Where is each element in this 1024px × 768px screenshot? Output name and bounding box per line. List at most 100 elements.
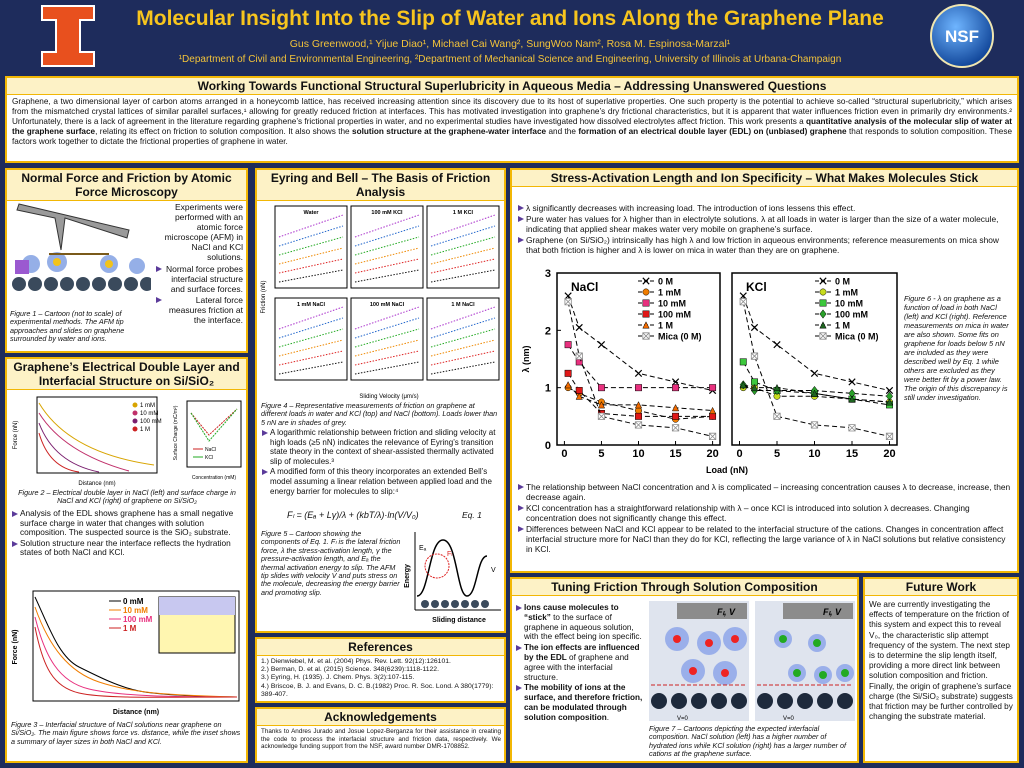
legend-label: KCl bbox=[205, 455, 213, 461]
marker bbox=[635, 384, 642, 392]
figure-art bbox=[354, 269, 420, 283]
text-run: The mobility of ions at the surface, and… bbox=[524, 683, 643, 722]
bullet: Lateral force measures friction at the i… bbox=[155, 295, 243, 325]
legend-label: 1 mM bbox=[140, 403, 155, 409]
figure-art bbox=[38, 422, 100, 473]
series-line bbox=[567, 301, 713, 437]
figure-label: V=0 bbox=[677, 716, 689, 722]
figure-art bbox=[278, 317, 344, 339]
panel-title: Eyring and Bell – The Basis of Friction … bbox=[257, 170, 504, 201]
panel-frame bbox=[350, 205, 424, 289]
graphene bbox=[12, 277, 151, 291]
figure-art bbox=[38, 432, 80, 473]
legend-label: 10 mM bbox=[835, 299, 863, 309]
marker bbox=[575, 352, 583, 360]
acknowledgements-panel: Acknowledgements Thanks to Andres Jurado… bbox=[255, 707, 506, 763]
figure-art bbox=[354, 225, 420, 247]
panel-frame bbox=[274, 205, 348, 289]
panel-label: 100 mM NaCl bbox=[370, 302, 405, 308]
figure-art bbox=[278, 269, 344, 283]
panel-label: 100 mM KCl bbox=[371, 210, 403, 216]
legend-swatch bbox=[642, 299, 650, 307]
reference: 2.) Berman, D. et al. (2015) Science. 34… bbox=[261, 666, 439, 674]
marker bbox=[773, 341, 781, 349]
inset bbox=[159, 597, 235, 615]
panel-title: Graphene’s Electrical Double Layer and I… bbox=[7, 359, 246, 390]
x-tick-label: 20 bbox=[883, 448, 895, 460]
figure-art bbox=[278, 328, 344, 348]
marker bbox=[635, 407, 642, 415]
legend-label: 0 mM bbox=[123, 597, 144, 606]
series-line bbox=[742, 301, 890, 437]
acknowledgements-text: Thanks to Andres Jurado and Josue Lopez-… bbox=[261, 728, 501, 751]
text-run: and the bbox=[546, 127, 579, 136]
references-panel: References 1.) Dienwiebel, M. et al. (20… bbox=[255, 637, 506, 703]
graphene bbox=[421, 600, 489, 608]
bullet: A modified form of this theory incorpora… bbox=[261, 467, 501, 496]
bullet-list: λ significantly decreases with increasin… bbox=[517, 203, 1013, 256]
bullet: A logarithmic relationship between frict… bbox=[261, 428, 501, 466]
figure-caption: Figure 1 – Cartoon (not to scale) of exp… bbox=[10, 309, 125, 344]
bullet-list: A logarithmic relationship between frict… bbox=[261, 428, 501, 497]
figure-art bbox=[430, 306, 496, 330]
marker bbox=[739, 298, 747, 306]
text-run: The ion effects are influenced by the ED… bbox=[524, 643, 640, 662]
panel-title: Stress-Activation Length and Ion Specifi… bbox=[512, 170, 1017, 187]
figure-caption: Figure 3 – Interfacial structure of NaCl… bbox=[11, 720, 241, 746]
panel-label: 1 mM NaCl bbox=[297, 302, 326, 308]
afm-text: Experiments were performed with an atomi… bbox=[164, 202, 243, 262]
figure-1 bbox=[12, 203, 151, 291]
series-line bbox=[567, 384, 713, 412]
tuning-panel: Tuning Friction Through Solution Composi… bbox=[510, 577, 859, 763]
legend-label: Mica (0 M) bbox=[658, 332, 702, 342]
marker bbox=[810, 421, 819, 429]
figure-art bbox=[430, 258, 496, 274]
legend-swatch bbox=[819, 321, 827, 329]
x-tick-label: 0 bbox=[561, 448, 567, 460]
bullet: Graphene (on Si/SiO₂) intrinsically has … bbox=[517, 235, 1013, 255]
figure-art bbox=[430, 317, 496, 339]
y-tick-label: 3 bbox=[545, 268, 551, 280]
legend-label: 1 M bbox=[658, 321, 673, 331]
affiliations: ¹Department of Civil and Environmental E… bbox=[178, 54, 842, 65]
marker bbox=[635, 412, 642, 420]
axis-label: Force (nN) bbox=[13, 421, 19, 450]
figure-art bbox=[278, 306, 344, 330]
axis-label: Sliding distance bbox=[432, 617, 486, 624]
y-tick-label: 0 bbox=[545, 440, 551, 452]
panel-frame bbox=[350, 297, 424, 381]
reference-list: 1.) Dienwiebel, M. et al. (2004) Phys. R… bbox=[261, 658, 501, 699]
marker bbox=[885, 386, 894, 395]
legend-label: 1 mM bbox=[835, 288, 858, 298]
afm-tip bbox=[783, 603, 853, 619]
marker bbox=[671, 403, 680, 412]
figure-7: Fₗ, V V=0 Fₗ, V V=0 bbox=[649, 601, 855, 722]
marker bbox=[885, 398, 894, 406]
legend-swatch bbox=[642, 321, 650, 329]
marker bbox=[564, 298, 572, 306]
legend-label: 0 M bbox=[658, 277, 673, 287]
y-axis-label: λ (nm) bbox=[521, 345, 531, 372]
reference: 4.) Briscoe, B. J. and Evans, D. C. B.(1… bbox=[261, 682, 494, 698]
figure-art bbox=[278, 258, 344, 274]
text-run: . bbox=[606, 712, 610, 722]
legend-label: 1 M bbox=[123, 624, 137, 633]
marker bbox=[672, 412, 679, 420]
panel-title: Future Work bbox=[865, 579, 1017, 596]
figure-art bbox=[430, 269, 496, 283]
bullet-list: Ions cause molecules to “stick” to the s… bbox=[515, 603, 643, 724]
stress-panel: Stress-Activation Length and Ion Specifi… bbox=[510, 168, 1019, 573]
figure-caption: Figure 5 – Cartoon showing the component… bbox=[261, 529, 401, 597]
marker bbox=[810, 369, 819, 377]
panel-frame bbox=[274, 297, 348, 381]
marker bbox=[634, 369, 643, 377]
bullet: The mobility of ions at the surface, and… bbox=[515, 683, 643, 722]
marker bbox=[848, 424, 856, 432]
legend-label: 10 mM bbox=[140, 411, 158, 417]
ion bbox=[129, 258, 145, 274]
panel-title: Working Towards Functional Structural Su… bbox=[7, 78, 1017, 95]
panel-label: Water bbox=[303, 210, 319, 216]
figure-art bbox=[278, 361, 344, 375]
figure-art bbox=[354, 306, 420, 330]
text-run: that responds to solution composition. T… bbox=[12, 127, 1013, 146]
